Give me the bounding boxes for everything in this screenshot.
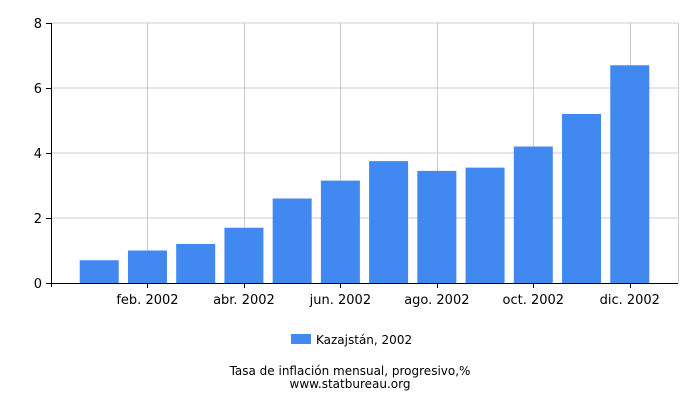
legend: Kazajstán, 2002 [291,333,412,347]
y-tick-label: 6 [34,82,42,97]
x-tick-label: oct. 2002 [503,293,565,308]
x-tick-label: ago. 2002 [404,293,469,308]
chart-title: Tasa de inflación mensual, progresivo,% [229,364,471,378]
bar-nov-2002 [562,114,602,283]
legend-label: Kazajstán, 2002 [316,333,412,347]
bar-ago-2002 [417,170,457,283]
y-axis-ticks: 0 2 4 6 8 [34,17,51,292]
bar-may-2002 [272,198,312,283]
axes [47,23,678,287]
x-axis-ticks: feb. 2002 abr. 2002 jun. 2002 ago. 2002 oct.… [116,283,660,308]
bar-feb-2002 [127,250,167,283]
y-tick-label: 0 [34,277,42,292]
bar-dic-2002 [610,65,650,283]
y-tick-label: 2 [34,212,42,227]
bar-mar-2002 [176,244,216,283]
bar-ene-2002 [79,260,119,283]
bar-sep-2002 [465,167,505,283]
x-tick-label: abr. 2002 [213,293,275,308]
bar-oct-2002 [513,146,553,283]
x-tick-label: jun. 2002 [309,293,371,308]
y-tick-label: 4 [34,147,42,162]
bar-jun-2002 [320,180,360,283]
y-tick-label: 8 [34,17,42,32]
x-tick-label: feb. 2002 [116,293,178,308]
bar-abr-2002 [224,227,264,283]
x-tick-label: dic. 2002 [600,293,660,308]
source-link[interactable]: www.statbureau.org [290,377,411,391]
bar-jul-2002 [369,161,409,283]
legend-swatch [291,334,311,344]
bars [79,65,650,283]
